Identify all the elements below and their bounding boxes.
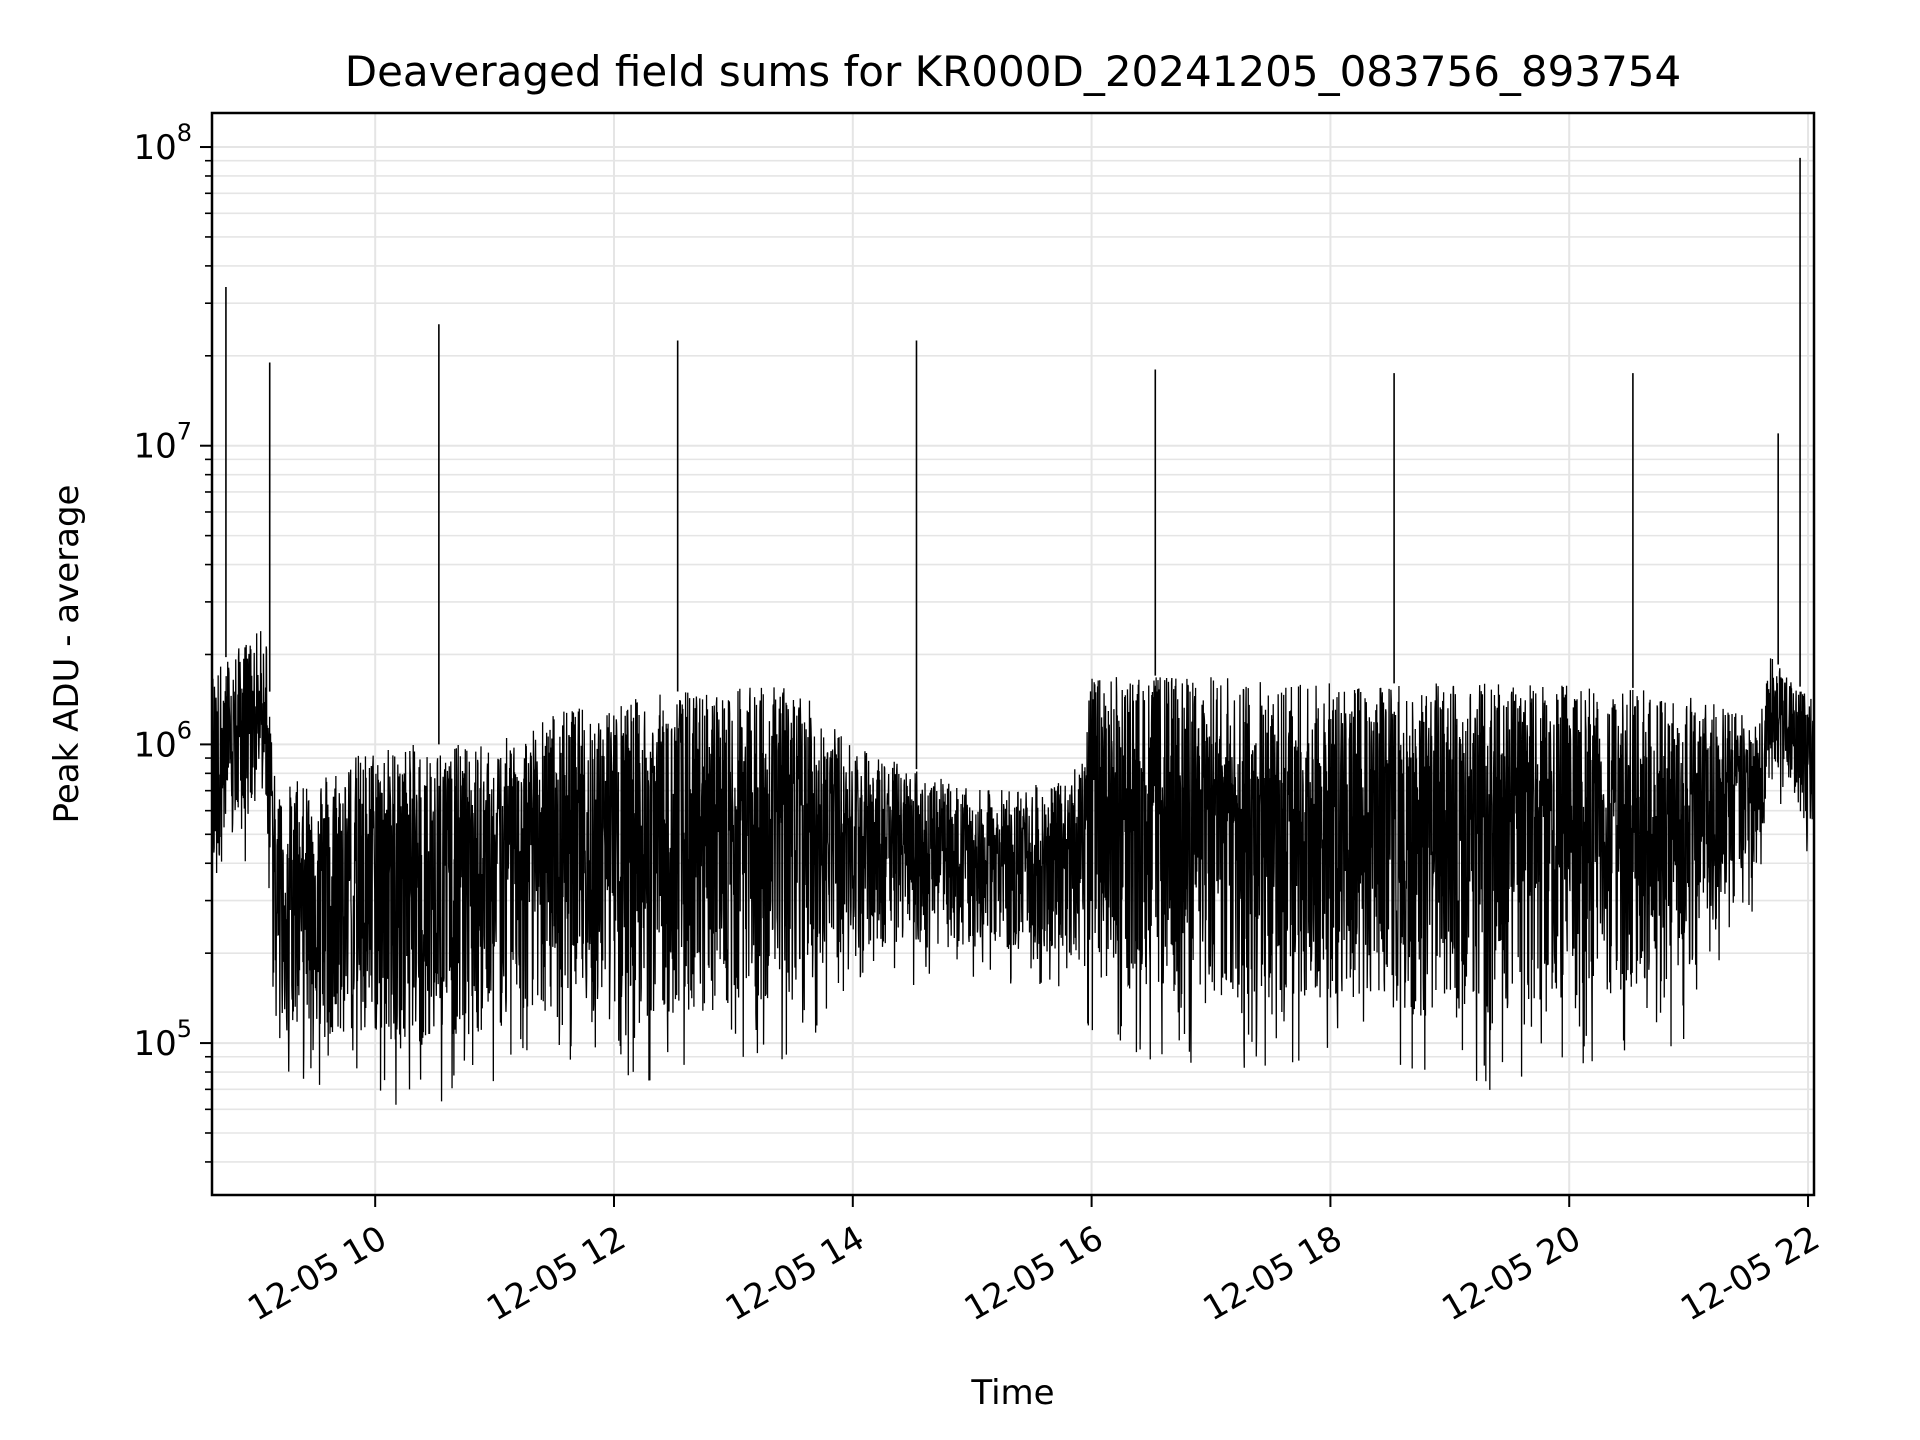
y-tick-exponent: 8: [177, 119, 192, 147]
y-tick-label: 106: [133, 716, 192, 765]
y-tick-label: 108: [133, 119, 192, 168]
y-tick-base: 10: [133, 128, 176, 168]
y-tick-base: 10: [133, 427, 176, 467]
y-tick-base: 10: [133, 725, 176, 765]
data-trace: [211, 631, 1815, 1105]
chart-title: Deaveraged field sums for KR000D_2024120…: [345, 47, 1682, 96]
y-tick-label: 105: [133, 1015, 192, 1064]
y-axis-label: Peak ADU - average: [47, 485, 87, 824]
y-tick-exponent: 6: [177, 716, 192, 744]
y-tick-exponent: 5: [177, 1015, 192, 1043]
x-axis-label: Time: [970, 1373, 1054, 1413]
y-tick-exponent: 7: [177, 418, 192, 446]
y-tick-base: 10: [133, 1024, 176, 1064]
y-tick-label: 107: [133, 418, 192, 467]
data-series: [211, 157, 1815, 1105]
